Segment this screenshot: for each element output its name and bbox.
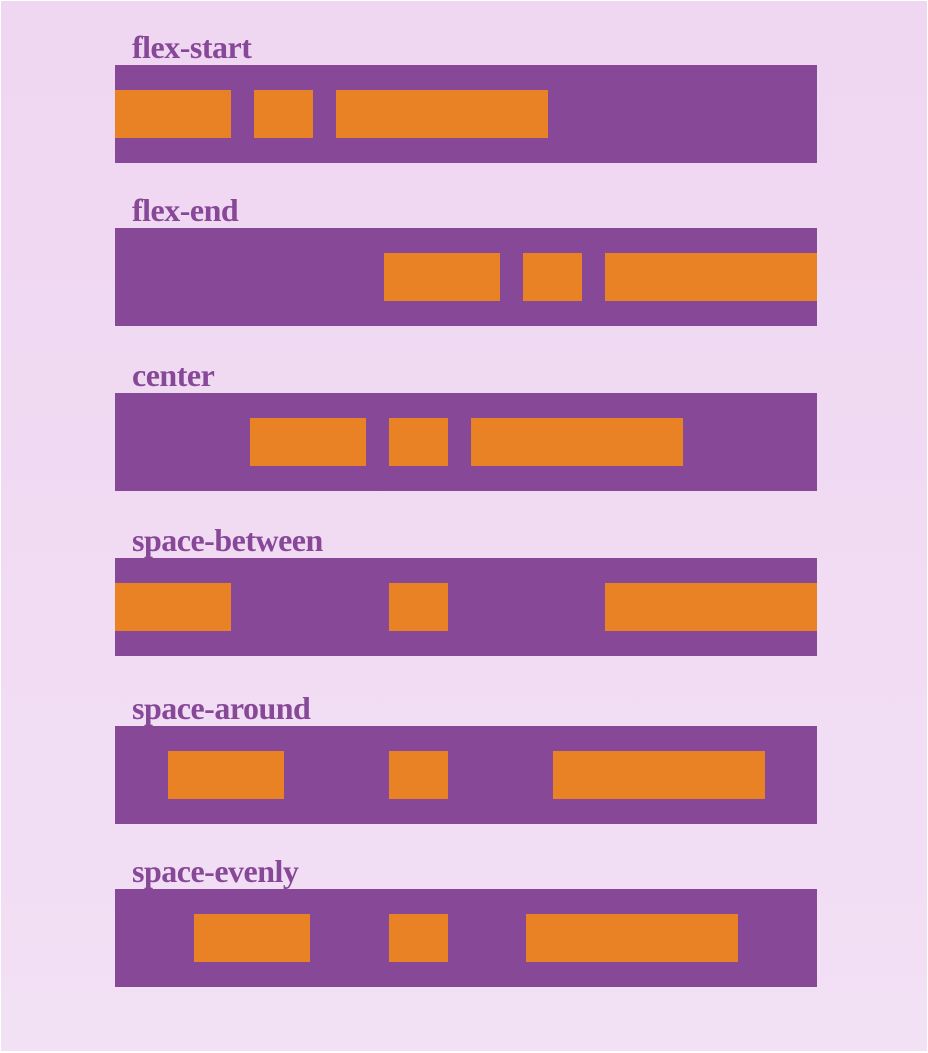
flex-container [115,393,817,491]
flex-container [115,726,817,824]
flex-item-3 [526,914,739,962]
flex-item-3 [470,418,683,466]
flex-item-2 [388,418,448,466]
flex-container [115,65,817,163]
flex-container [115,228,817,326]
section-space-evenly: space-evenly [115,853,817,987]
section-label: flex-start [132,29,252,65]
flex-item-1 [167,751,284,799]
section-label: space-between [132,522,323,558]
section-space-around: space-around [115,690,817,824]
flex-item-3 [605,583,817,631]
flex-item-1 [384,253,500,301]
section-label: center [132,357,215,393]
flex-item-2 [388,914,448,962]
section-center: center [115,357,817,491]
section-label: flex-end [132,192,239,228]
flex-item-2 [254,90,313,138]
section-label: space-evenly [132,853,299,889]
section-label: space-around [132,690,311,726]
flex-item-3 [605,253,817,301]
flex-item-1 [115,583,231,631]
flex-item-3 [336,90,548,138]
flex-item-2 [523,253,582,301]
flex-item-1 [115,90,231,138]
flex-item-1 [249,418,366,466]
flex-container [115,889,817,987]
section-space-between: space-between [115,522,817,656]
section-flex-start: flex-start [115,29,817,163]
section-flex-end: flex-end [115,192,817,326]
flex-item-3 [552,751,765,799]
flex-item-2 [388,751,448,799]
flex-container [115,558,817,656]
flex-item-1 [193,914,310,962]
flex-item-2 [388,583,448,631]
